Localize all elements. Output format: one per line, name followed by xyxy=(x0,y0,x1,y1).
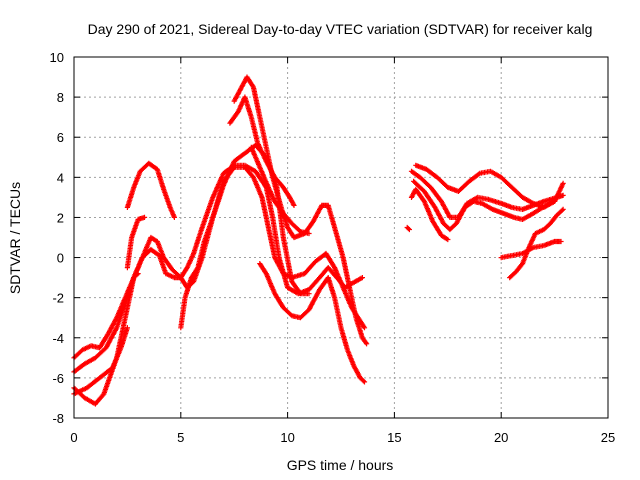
series-track-8 xyxy=(227,94,297,208)
x-tick-label: 15 xyxy=(387,430,401,445)
y-tick-label: -8 xyxy=(52,411,64,426)
y-tick-label: -6 xyxy=(52,371,64,386)
series-track-14 xyxy=(411,178,558,233)
x-tick-label: 0 xyxy=(70,430,77,445)
series-track-11 xyxy=(257,261,368,385)
y-axis: -8 -6 -4 -2 0 2 4 6 8 10 xyxy=(50,50,608,426)
y-tick-label: 2 xyxy=(57,210,64,225)
x-tick-label: 25 xyxy=(601,430,615,445)
x-tick-label: 20 xyxy=(494,430,508,445)
x-tick-label: 10 xyxy=(280,430,294,445)
series-track-10 xyxy=(248,144,312,237)
y-tick-label: 6 xyxy=(57,130,64,145)
data-series-group xyxy=(71,74,566,407)
x-tick-label: 5 xyxy=(177,430,184,445)
x-axis-label: GPS time / hours xyxy=(287,457,394,473)
plot-frame xyxy=(73,56,609,419)
y-tick-label: 0 xyxy=(57,251,64,266)
series-track-16 xyxy=(413,162,566,210)
series-track-18 xyxy=(507,206,566,281)
y-tick-label: -4 xyxy=(52,331,64,346)
y-axis-label: SDTVAR / TECUs xyxy=(7,182,23,294)
series-track-12 xyxy=(404,224,412,233)
series-track-5 xyxy=(124,214,148,271)
chart-title: Day 290 of 2021, Sidereal Day-to-day VTE… xyxy=(88,21,593,37)
y-tick-label: -2 xyxy=(52,291,64,306)
series-track-15 xyxy=(408,186,451,243)
y-tick-label: 4 xyxy=(57,170,64,185)
series-track-6 xyxy=(124,160,177,220)
x-axis: 0 5 10 15 20 25 xyxy=(70,57,615,445)
y-tick-label: 8 xyxy=(57,90,64,105)
y-tick-label: 10 xyxy=(50,50,64,65)
series-track-9 xyxy=(231,74,370,347)
